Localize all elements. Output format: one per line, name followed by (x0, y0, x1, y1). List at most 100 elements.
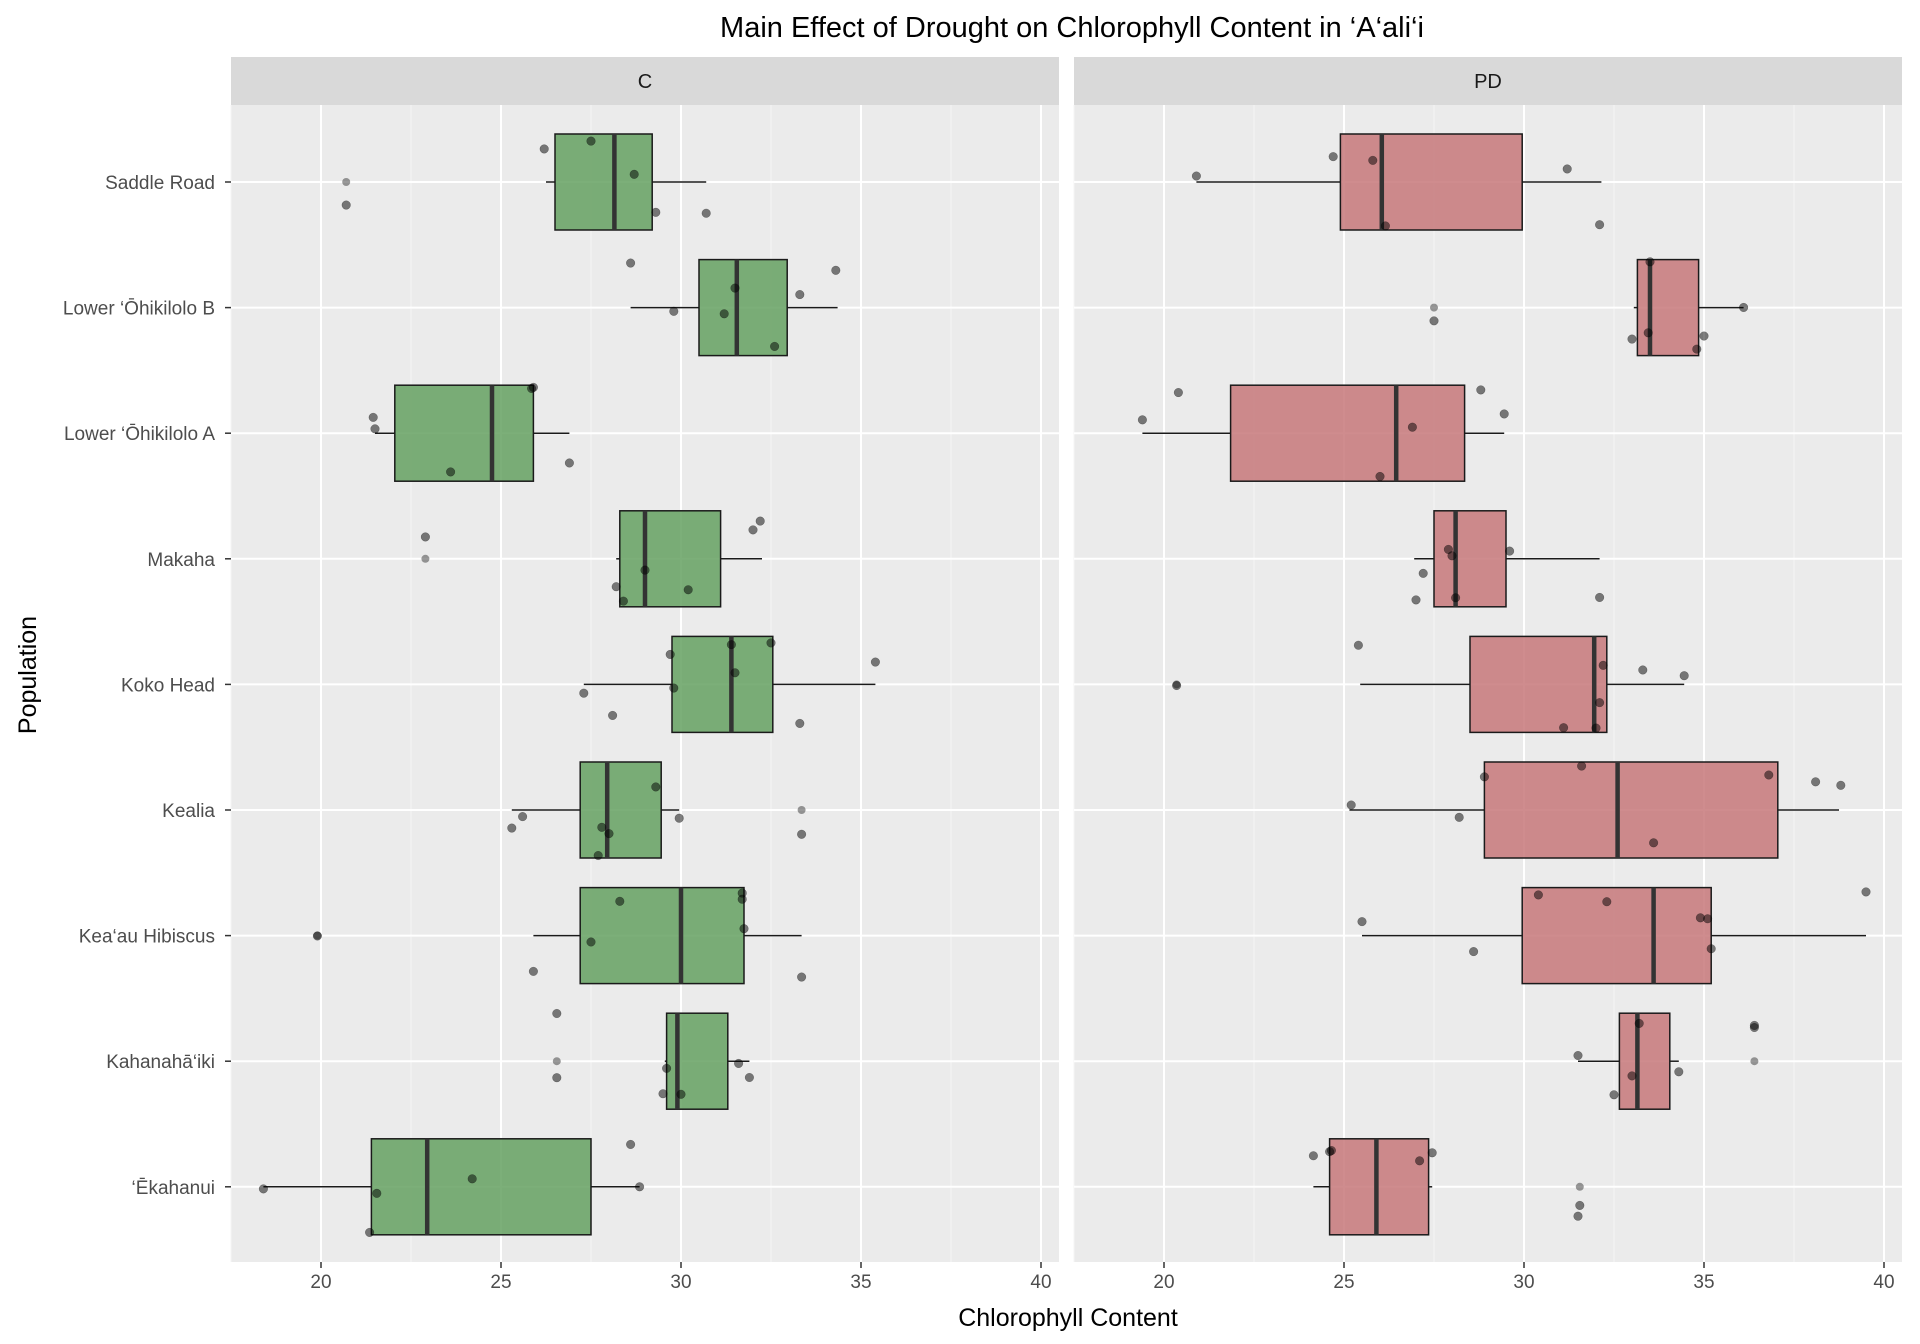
data-point (518, 812, 528, 822)
x-tick-label: 30 (670, 1272, 691, 1293)
box-iqr (579, 761, 662, 859)
x-tick-label: 20 (1153, 1272, 1174, 1293)
data-point (635, 1182, 645, 1192)
data-point (1375, 471, 1385, 482)
box-saddle-road (1196, 133, 1602, 231)
data-point (552, 1073, 562, 1083)
data-point (420, 532, 430, 542)
data-point (1739, 302, 1749, 313)
data-point (1811, 777, 1821, 787)
outlier-point (797, 806, 806, 814)
x-tick-label: 25 (1333, 1272, 1354, 1293)
data-point (795, 718, 805, 728)
data-point (368, 412, 378, 422)
data-point (626, 1139, 636, 1150)
data-point (1692, 344, 1702, 354)
data-point (1447, 551, 1457, 561)
data-point (1368, 155, 1378, 165)
data-point (579, 688, 589, 698)
box-kahanaha-iki (1578, 1012, 1759, 1110)
data-point (1429, 316, 1439, 326)
box-lower-ohikilolo-a (1142, 384, 1505, 482)
box-ekahanui (263, 1138, 640, 1236)
data-point (640, 565, 650, 575)
data-point (618, 596, 628, 606)
data-point (1598, 660, 1608, 670)
data-point (1627, 334, 1637, 344)
data-point (744, 1072, 754, 1083)
box-kea-au-hibiscus (1362, 886, 1866, 985)
outlier-point (342, 178, 351, 186)
data-point (1191, 171, 1201, 181)
box-iqr (619, 510, 722, 608)
box-ekahanui (1313, 1138, 1584, 1236)
data-point (1645, 257, 1655, 267)
data-point (766, 638, 776, 648)
data-point (626, 258, 636, 268)
data-point (370, 424, 380, 434)
x-tick-label: 25 (490, 1272, 511, 1293)
box-lower-ohikilolo-b (1430, 258, 1744, 357)
data-point (1326, 1145, 1336, 1156)
outlier-point (1430, 303, 1438, 312)
data-point (446, 467, 456, 477)
data-point (831, 265, 841, 275)
data-point (1137, 415, 1147, 425)
box-kealia (511, 761, 806, 859)
data-point (1380, 221, 1390, 231)
data-point (1533, 890, 1543, 900)
data-point (662, 1063, 672, 1073)
data-point (658, 1089, 668, 1099)
data-point (1418, 568, 1428, 578)
data-point (597, 822, 607, 832)
data-point (1674, 1067, 1684, 1077)
data-point (528, 966, 538, 976)
box-makaha (1414, 510, 1600, 608)
data-point (1836, 780, 1846, 790)
box-iqr (1433, 510, 1507, 608)
data-point (1643, 328, 1653, 338)
data-point (1353, 640, 1363, 650)
data-point (1638, 665, 1648, 675)
data-point (1679, 671, 1689, 681)
data-point (1479, 772, 1489, 782)
data-point (726, 640, 736, 650)
data-point (1427, 1148, 1437, 1158)
data-point (629, 169, 639, 179)
data-point (467, 1174, 477, 1184)
data-point (528, 382, 538, 392)
box-iqr (554, 133, 653, 231)
data-point (669, 683, 679, 693)
data-point (1415, 1156, 1425, 1166)
outlier-point (552, 1057, 561, 1066)
data-point (797, 829, 807, 839)
data-point (1173, 387, 1183, 398)
x-tick-label: 35 (1693, 1272, 1714, 1293)
facet-panel-pd: PD 20 25 30 35 40 (1073, 57, 1902, 1293)
data-point (1407, 422, 1417, 432)
data-point (1699, 331, 1709, 341)
data-point (1595, 220, 1605, 230)
box-iqr (1328, 1138, 1430, 1236)
data-point (1411, 595, 1421, 605)
box-kealia (1349, 761, 1839, 859)
data-point (1602, 897, 1612, 907)
box-iqr (1636, 258, 1700, 357)
y-tick-label: Lower ‘Ōhikilolo B (63, 299, 215, 320)
data-point (604, 829, 614, 839)
data-point (1454, 812, 1464, 822)
data-point (1559, 723, 1569, 733)
data-point (734, 1058, 744, 1069)
data-point (611, 582, 621, 592)
data-point (1749, 1022, 1759, 1033)
outlier-point (421, 554, 430, 563)
box-iqr (1229, 384, 1466, 482)
data-point (1505, 546, 1515, 556)
data-point (507, 823, 517, 833)
box-iqr (579, 886, 745, 985)
data-point (1357, 917, 1367, 927)
data-point (1595, 592, 1605, 603)
data-point (1562, 164, 1572, 174)
y-tick-label: Lower ‘Ōhikilolo A (64, 424, 215, 445)
data-point (1634, 1018, 1644, 1028)
